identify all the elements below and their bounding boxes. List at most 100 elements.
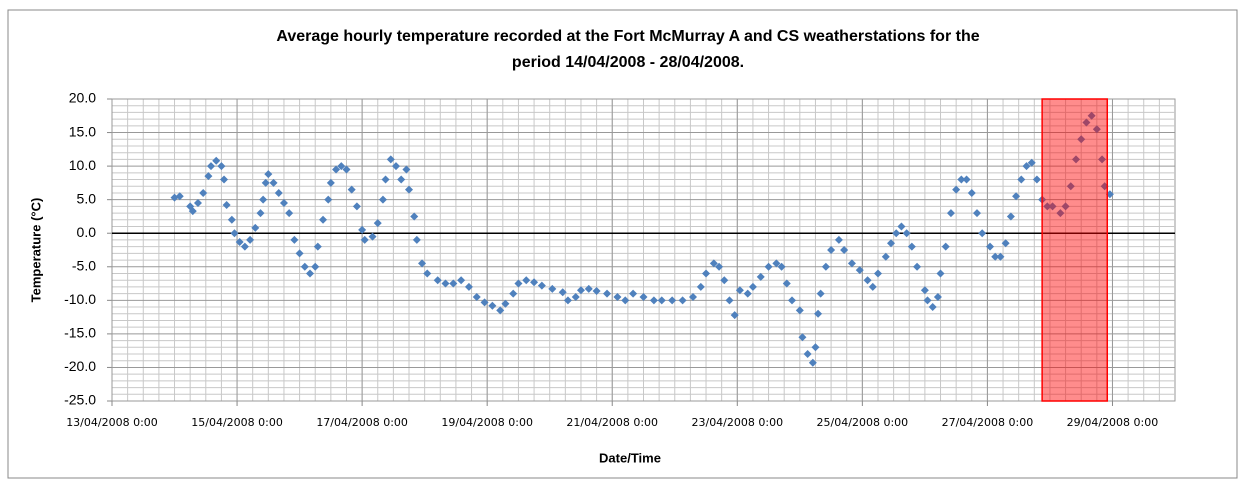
- data-point: [715, 262, 724, 271]
- y-axis-label: Temperature (°C): [28, 198, 43, 303]
- data-point: [457, 276, 466, 285]
- data-point: [1056, 209, 1065, 218]
- data-point: [285, 209, 294, 218]
- data-point: [449, 279, 458, 288]
- data-point: [240, 242, 249, 251]
- x-tick-label: 19/04/2008 0:00: [441, 416, 533, 429]
- data-point: [347, 185, 356, 194]
- data-point: [639, 292, 648, 301]
- data-point: [488, 301, 497, 310]
- data-point: [936, 269, 945, 278]
- data-point: [821, 262, 830, 271]
- data-point: [743, 289, 752, 298]
- data-point: [230, 229, 239, 238]
- data-point: [300, 262, 309, 271]
- data-point: [264, 170, 273, 179]
- data-point: [509, 289, 518, 298]
- data-point: [923, 296, 932, 305]
- data-point: [1022, 162, 1031, 171]
- data-point: [978, 229, 987, 238]
- data-point: [175, 192, 184, 201]
- data-point: [412, 235, 421, 244]
- data-point: [222, 201, 231, 210]
- data-point: [246, 235, 255, 244]
- data-point: [855, 266, 864, 275]
- data-point: [840, 246, 849, 254]
- data-point: [678, 296, 687, 305]
- highlight-band: [1041, 98, 1109, 402]
- data-point: [548, 284, 557, 293]
- data-point: [772, 259, 781, 268]
- data-point: [897, 222, 906, 231]
- data-point: [342, 165, 351, 174]
- x-tick-label: 21/04/2008 0:00: [566, 416, 658, 429]
- data-point: [1092, 125, 1101, 134]
- data-point: [592, 286, 601, 295]
- data-point: [1048, 202, 1057, 211]
- data-point: [405, 185, 414, 194]
- data-point: [788, 296, 797, 305]
- data-point: [868, 282, 877, 291]
- y-tick-label: -15.0: [64, 325, 96, 341]
- data-point: [902, 229, 911, 238]
- x-tick-label: 23/04/2008 0:00: [691, 416, 783, 429]
- data-point: [1087, 111, 1096, 120]
- data-point: [881, 252, 890, 261]
- data-point: [306, 269, 315, 278]
- data-point: [204, 172, 213, 181]
- data-point: [782, 279, 791, 288]
- data-point: [873, 269, 882, 278]
- data-point: [696, 282, 705, 291]
- data-point: [418, 259, 427, 268]
- data-point: [256, 209, 265, 218]
- data-point: [668, 296, 677, 305]
- data-point: [1012, 192, 1021, 201]
- data-point: [720, 276, 729, 285]
- data-point: [410, 212, 419, 221]
- data-point: [352, 202, 361, 211]
- data-point: [279, 199, 288, 208]
- data-point: [629, 289, 638, 298]
- data-point: [217, 162, 226, 171]
- data-point: [360, 235, 369, 244]
- data-point: [269, 178, 278, 187]
- data-point: [220, 175, 229, 184]
- y-tick-label: 5.0: [77, 190, 97, 206]
- data-point: [795, 306, 804, 315]
- y-tick-label: 15.0: [69, 123, 96, 139]
- data-point: [1061, 202, 1070, 211]
- data-point: [946, 209, 955, 218]
- data-point: [603, 289, 612, 298]
- data-point: [1066, 182, 1075, 191]
- data-point: [702, 269, 711, 278]
- data-point: [397, 175, 406, 184]
- data-point: [957, 175, 966, 184]
- data-point: [1098, 155, 1107, 164]
- data-point: [649, 296, 658, 305]
- data-point: [1082, 118, 1091, 127]
- y-tick-label: 20.0: [69, 90, 96, 106]
- data-point: [563, 296, 572, 305]
- data-point: [748, 282, 757, 291]
- data-point: [1027, 158, 1036, 167]
- data-point: [621, 296, 630, 305]
- data-point: [199, 188, 208, 197]
- data-point: [313, 242, 322, 251]
- data-point: [212, 156, 221, 165]
- data-point: [274, 188, 283, 197]
- data-point: [941, 242, 950, 251]
- x-tick-label: 27/04/2008 0:00: [942, 416, 1034, 429]
- data-point: [907, 242, 916, 251]
- data-point: [391, 162, 400, 171]
- data-point: [537, 281, 546, 290]
- data-point: [381, 175, 390, 184]
- data-point: [709, 259, 718, 268]
- data-point: [1043, 202, 1052, 211]
- data-point: [576, 286, 585, 295]
- data-point: [996, 252, 1005, 261]
- data-point: [423, 269, 432, 278]
- data-point: [571, 292, 580, 301]
- data-point: [657, 296, 666, 305]
- chart-title: period 14/04/2008 - 28/04/2008.: [512, 54, 744, 71]
- data-point: [1071, 155, 1080, 164]
